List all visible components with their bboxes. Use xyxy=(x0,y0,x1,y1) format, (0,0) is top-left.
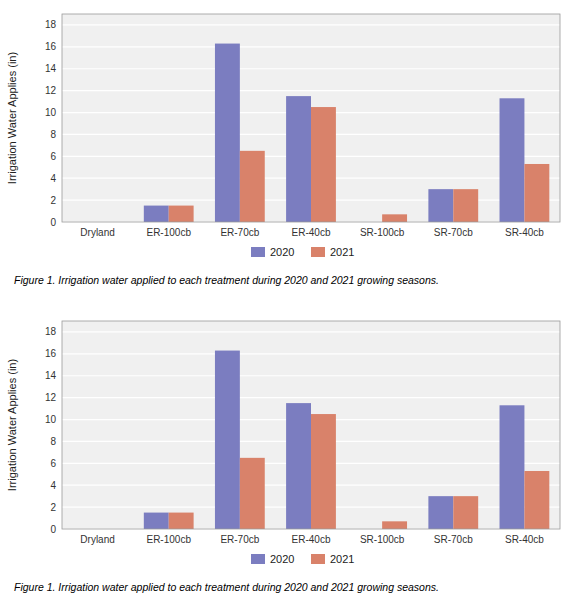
y-tick-label: 8 xyxy=(50,129,56,140)
bar xyxy=(286,403,311,529)
grid-line xyxy=(62,90,560,91)
legend-label: 2021 xyxy=(330,246,354,258)
bar xyxy=(311,107,336,222)
grid-line xyxy=(62,68,560,69)
y-tick-label: 4 xyxy=(50,173,56,184)
y-tick-label: 6 xyxy=(50,151,56,162)
bar xyxy=(240,151,265,222)
y-tick-label: 2 xyxy=(50,195,56,206)
y-tick-label: 16 xyxy=(45,41,57,52)
bar xyxy=(240,458,265,529)
bar xyxy=(428,496,453,529)
x-tick-label: SR-100cb xyxy=(360,534,405,545)
plot-frame xyxy=(62,14,560,222)
bar xyxy=(500,405,525,529)
bar xyxy=(169,206,194,222)
y-tick-label: 18 xyxy=(45,326,57,337)
y-tick-label: 18 xyxy=(45,19,57,30)
bar xyxy=(144,206,169,222)
bar xyxy=(382,521,407,529)
y-tick-label: 0 xyxy=(50,524,56,535)
y-tick-label: 14 xyxy=(45,63,57,74)
bar xyxy=(500,98,525,222)
legend: 2020 2021 xyxy=(251,553,354,565)
chart-panel: 0 2 4 6 8 10 12 14 16 18 Dryland ER-100cb ER-70cb ER-… xyxy=(6,321,560,593)
x-tick-label: ER-70cb xyxy=(220,227,259,238)
x-tick-label: Dryland xyxy=(80,227,114,238)
x-tick-label: SR-70cb xyxy=(434,227,473,238)
legend-swatch xyxy=(311,554,325,564)
bar xyxy=(524,471,549,529)
x-tick-label: ER-40cb xyxy=(292,227,331,238)
bar xyxy=(453,189,478,222)
bar xyxy=(428,189,453,222)
y-tick-label: 16 xyxy=(45,348,57,359)
x-tick-label: SR-40cb xyxy=(505,227,544,238)
chart-panel: 0 2 4 6 8 10 12 14 16 18 Dryland ER-100cb ER-70cb ER-… xyxy=(6,14,560,286)
grid-line xyxy=(62,397,560,398)
y-tick-label: 10 xyxy=(45,414,57,425)
bar xyxy=(144,513,169,529)
y-tick-label: 12 xyxy=(45,392,57,403)
y-tick-label: 10 xyxy=(45,107,57,118)
y-tick-label: 4 xyxy=(50,480,56,491)
grid-line xyxy=(62,331,560,332)
grid-line xyxy=(62,353,560,354)
legend-label: 2020 xyxy=(270,246,294,258)
x-tick-label: ER-100cb xyxy=(146,227,191,238)
caption: Figure 1. Irrigation water applied to ea… xyxy=(14,581,439,593)
bar xyxy=(453,496,478,529)
y-axis-label: Irrigation Water Applies (in) xyxy=(6,52,18,184)
y-tick-label: 2 xyxy=(50,502,56,513)
x-tick-label: SR-100cb xyxy=(360,227,405,238)
x-tick-label: Dryland xyxy=(80,534,114,545)
plot-frame xyxy=(62,321,560,529)
grid-line xyxy=(62,46,560,47)
x-tick-label: ER-40cb xyxy=(292,534,331,545)
x-tick-label: ER-70cb xyxy=(220,534,259,545)
bar xyxy=(215,44,240,222)
bar xyxy=(215,351,240,529)
bars xyxy=(144,351,550,529)
legend-swatch xyxy=(251,247,265,257)
bar xyxy=(311,414,336,529)
plot-background xyxy=(62,14,560,222)
y-tick-label: 8 xyxy=(50,436,56,447)
y-tick-label: 14 xyxy=(45,370,57,381)
x-tick-label: SR-40cb xyxy=(505,534,544,545)
x-tick-label: SR-70cb xyxy=(434,534,473,545)
y-tick-label: 6 xyxy=(50,458,56,469)
legend-label: 2021 xyxy=(330,553,354,565)
bar xyxy=(524,164,549,222)
bar xyxy=(286,96,311,222)
chart-root: 0 2 4 6 8 10 12 14 16 18 Dryland ER-100cb ER-70cb ER-… xyxy=(0,0,576,614)
x-tick-label: ER-100cb xyxy=(146,534,191,545)
grid-line xyxy=(62,24,560,25)
y-tick-label: 0 xyxy=(50,217,56,228)
grid-line xyxy=(62,375,560,376)
bar xyxy=(169,513,194,529)
bars xyxy=(144,44,550,222)
legend: 2020 2021 xyxy=(251,246,354,258)
bar xyxy=(382,214,407,222)
legend-swatch xyxy=(311,247,325,257)
y-axis-label: Irrigation Water Applies (in) xyxy=(6,359,18,491)
y-tick-label: 12 xyxy=(45,85,57,96)
legend-label: 2020 xyxy=(270,553,294,565)
legend-swatch xyxy=(251,554,265,564)
caption: Figure 1. Irrigation water applied to ea… xyxy=(14,274,439,286)
plot-background xyxy=(62,321,560,529)
